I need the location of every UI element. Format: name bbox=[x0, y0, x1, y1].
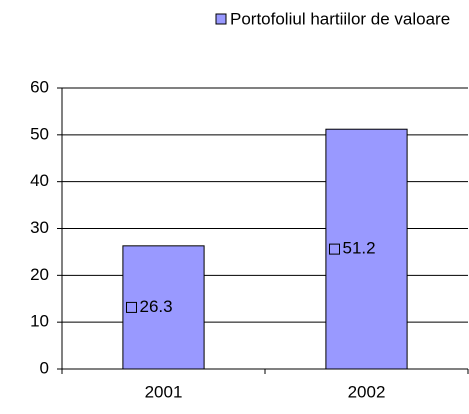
data-label-key bbox=[126, 301, 137, 313]
y-tick-label: 20 bbox=[30, 265, 49, 284]
legend-label: Portofoliul hartiilor de valoare bbox=[230, 9, 450, 28]
y-tick-label: 30 bbox=[30, 218, 49, 237]
y-tick-label: 60 bbox=[30, 77, 49, 96]
data-label: 26.3 bbox=[140, 297, 173, 316]
legend-swatch bbox=[215, 13, 227, 25]
y-tick-label: 50 bbox=[30, 124, 49, 143]
data-label: 51.2 bbox=[343, 239, 376, 258]
y-tick-label: 0 bbox=[40, 358, 49, 377]
x-tick-label: 2001 bbox=[145, 382, 183, 401]
x-tick-label: 2002 bbox=[348, 382, 386, 401]
y-tick-label: 10 bbox=[30, 312, 49, 331]
data-label-key bbox=[329, 243, 340, 255]
y-tick-label: 40 bbox=[30, 171, 49, 190]
